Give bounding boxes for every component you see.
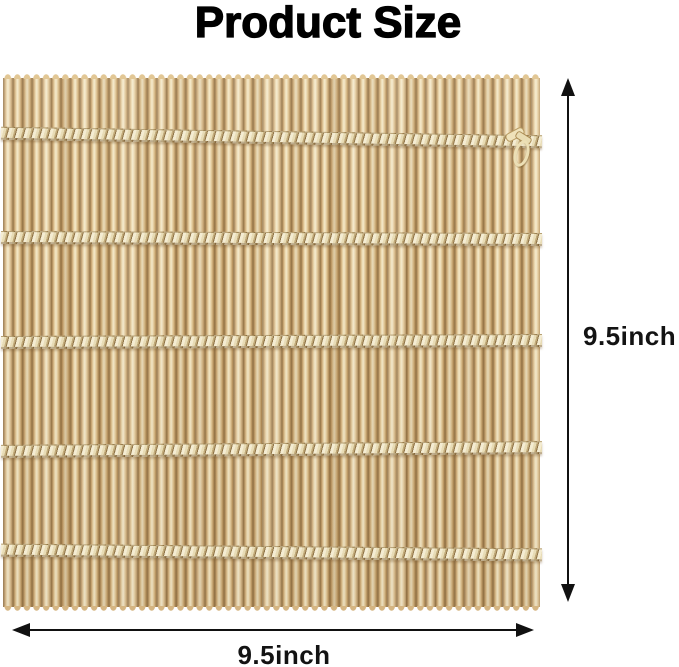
string-knot: [503, 125, 533, 170]
height-dimension-label: 9.5inch: [583, 321, 677, 351]
mat-string-row: [0, 126, 543, 149]
bamboo-mat-image: [0, 74, 543, 611]
mat-string-row: [0, 441, 543, 458]
height-dimension-arrow: [561, 78, 575, 602]
mat-string-row: [0, 543, 543, 562]
width-dimension-label: 9.5inch: [237, 640, 331, 667]
page-title: Product Size: [194, 0, 462, 47]
mat-string-row: [0, 334, 543, 349]
width-dimension-arrow: [12, 623, 534, 637]
mat-string-row: [0, 231, 543, 246]
